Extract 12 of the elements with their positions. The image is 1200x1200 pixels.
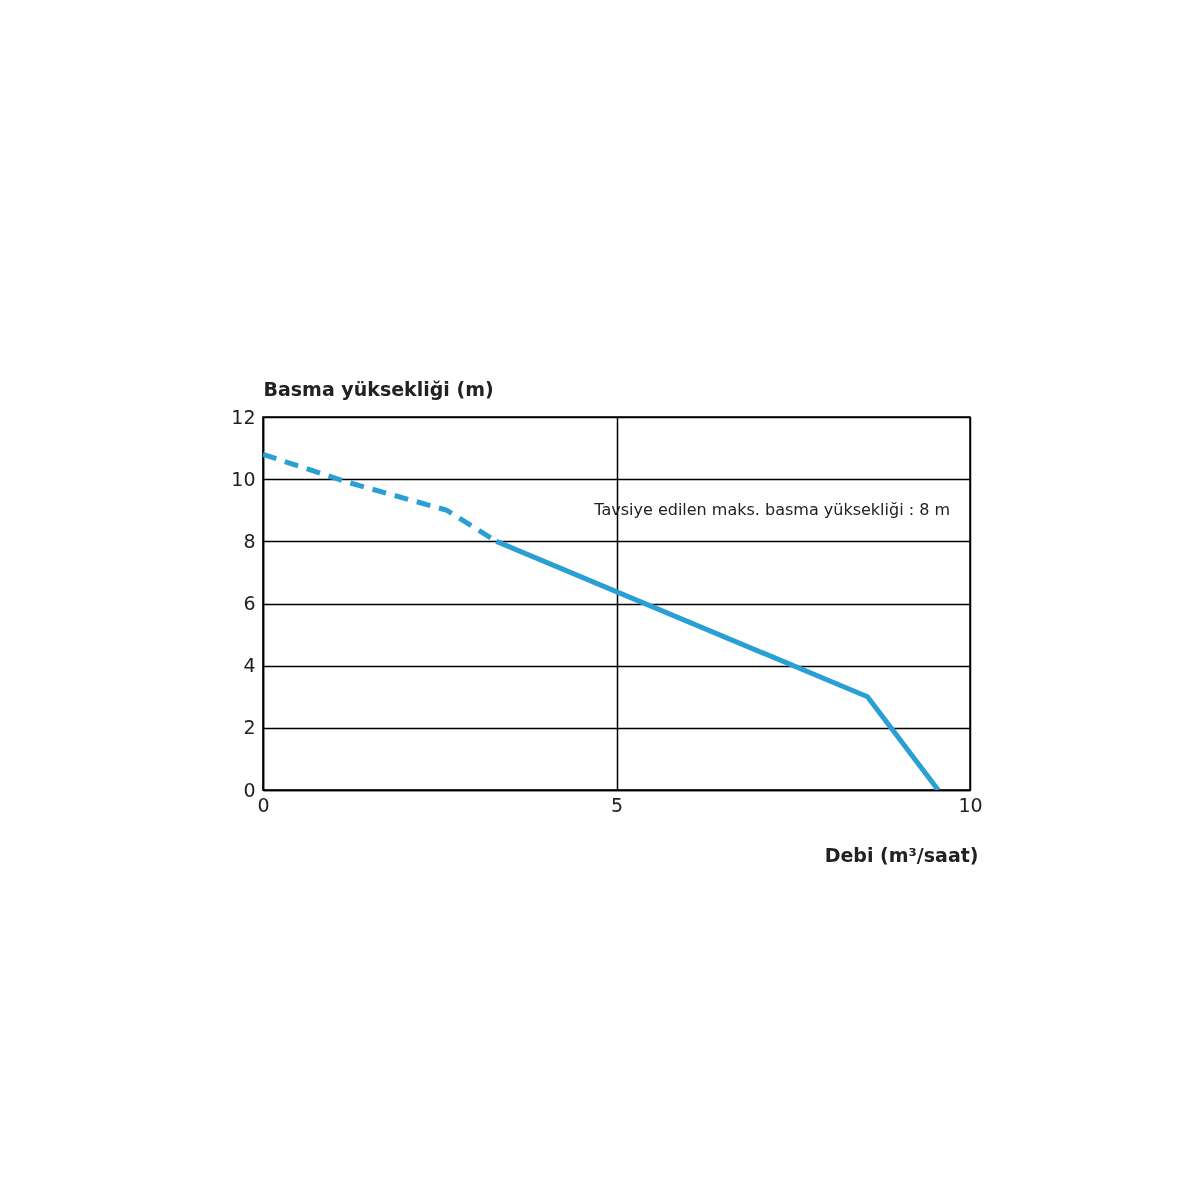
y-tick-label: 8: [243, 529, 256, 552]
y-tick-label: 10: [231, 467, 256, 490]
y-tick-label: 0: [243, 778, 256, 801]
x-axis-title: Debi (m³/saat): [824, 843, 979, 866]
y-axis-title: Basma yüksekliği (m): [263, 377, 494, 400]
y-tick-label: 6: [243, 592, 256, 614]
x-tick-label: 10: [958, 793, 983, 816]
y-tick-label: 12: [231, 405, 256, 428]
x-tick-label: 5: [610, 793, 624, 816]
y-tick-label: 4: [243, 654, 256, 677]
x-tick-label: 0: [257, 793, 270, 816]
y-tick-label: 2: [243, 716, 256, 739]
